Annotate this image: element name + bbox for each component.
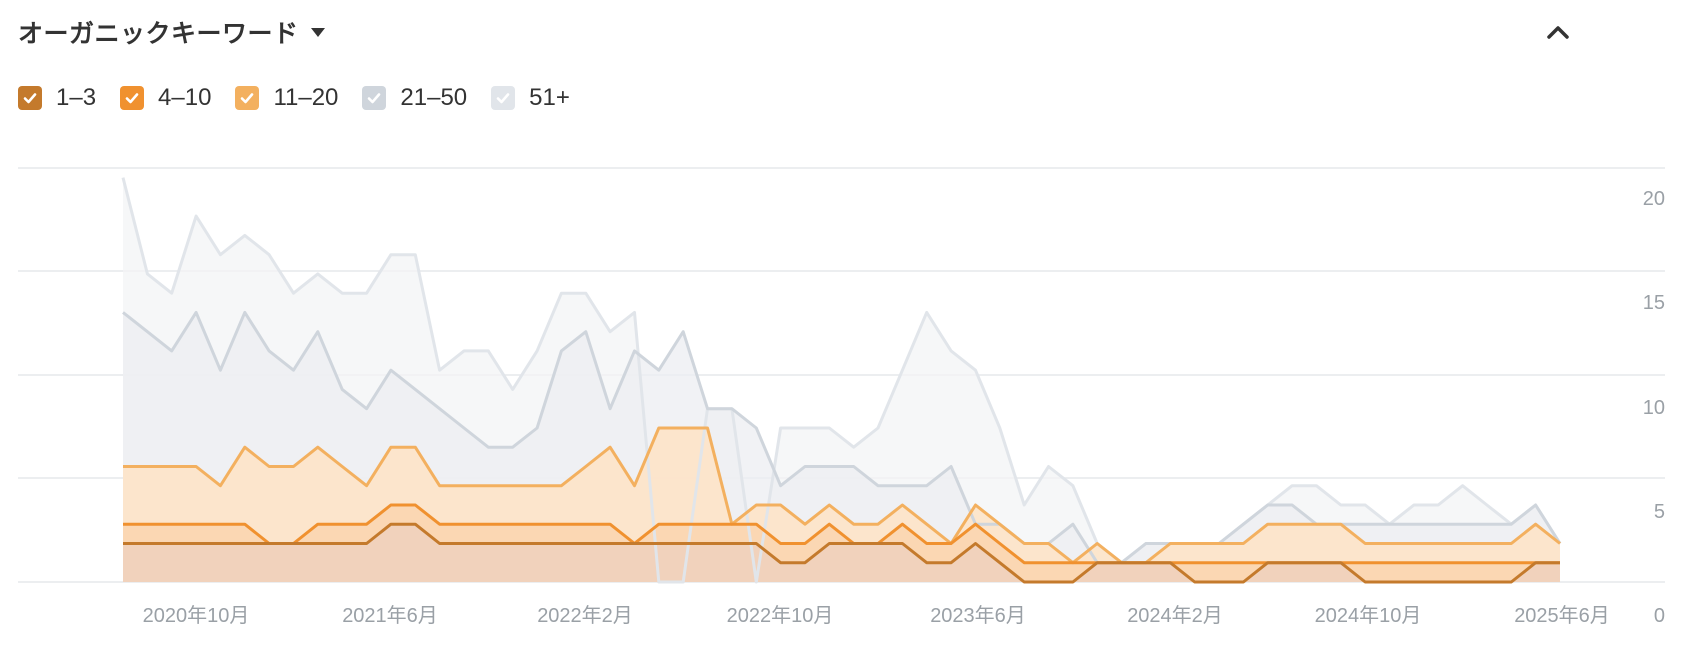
y-tick-label: 20 bbox=[1643, 188, 1665, 210]
caret-down-icon[interactable] bbox=[310, 27, 325, 37]
legend-item-11-20[interactable]: 11–20 bbox=[235, 84, 338, 112]
area-series-4 bbox=[123, 524, 1560, 582]
chart-legend: 1–3 4–10 11–20 21–50 51+ bbox=[18, 84, 594, 112]
x-tick-label: 2020年10月 bbox=[143, 604, 250, 627]
line-series-4 bbox=[123, 522, 1560, 584]
y-tick-label: 15 bbox=[1643, 292, 1665, 314]
chart-title: オーガニックキーワード bbox=[18, 19, 299, 48]
y-tick-label: 10 bbox=[1643, 397, 1665, 419]
legend-label: 1–3 bbox=[56, 84, 97, 111]
legend-label: 51+ bbox=[529, 84, 570, 111]
chart-header: オーガニックキーワード bbox=[18, 12, 325, 52]
legend-label: 21–50 bbox=[400, 84, 468, 111]
legend-item-4-10[interactable]: 4–10 bbox=[120, 84, 211, 112]
legend-label: 4–10 bbox=[158, 84, 212, 111]
checkbox-checked-icon[interactable] bbox=[18, 86, 42, 110]
x-axis-ticks: 2020年10月 2021年6月 2022年2月 2022年10月 2023年6月 202… bbox=[143, 604, 1610, 627]
y-tick-label: 5 bbox=[1654, 501, 1665, 523]
legend-item-51-plus[interactable]: 51+ bbox=[491, 84, 570, 112]
x-tick-label: 2025年6月 bbox=[1514, 604, 1610, 627]
line-series-2 bbox=[123, 426, 1561, 565]
y-axis-ticks: 0 5 10 15 20 bbox=[1643, 188, 1665, 627]
x-tick-label: 2024年10月 bbox=[1315, 604, 1422, 627]
x-tick-label: 2021年6月 bbox=[342, 604, 438, 627]
checkbox-checked-icon[interactable] bbox=[362, 86, 387, 110]
legend-item-21-50[interactable]: 21–50 bbox=[362, 84, 467, 112]
checkbox-checked-icon[interactable] bbox=[120, 86, 145, 110]
line-series-0 bbox=[121, 177, 1562, 584]
y-tick-label: 0 bbox=[1654, 605, 1665, 627]
x-tick-label: 2022年10月 bbox=[727, 604, 834, 627]
legend-label: 11–20 bbox=[273, 84, 339, 111]
x-tick-label: 2024年2月 bbox=[1127, 604, 1223, 627]
checkbox-checked-icon[interactable] bbox=[491, 86, 516, 110]
checkbox-checked-icon[interactable] bbox=[235, 86, 260, 110]
chevron-up-icon[interactable] bbox=[1544, 18, 1572, 46]
x-tick-label: 2023年6月 bbox=[930, 604, 1026, 627]
x-tick-label: 2022年2月 bbox=[537, 604, 633, 627]
legend-item-1-3[interactable]: 1–3 bbox=[18, 84, 96, 112]
